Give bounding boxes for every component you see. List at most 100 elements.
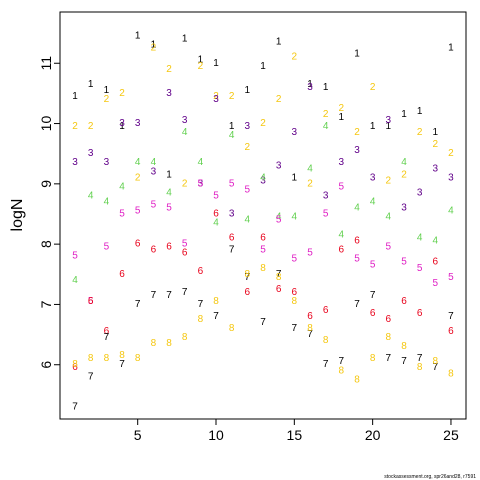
y-tick-label: 6 bbox=[38, 361, 54, 369]
data-point: 5 bbox=[370, 260, 376, 271]
data-point: 8 bbox=[72, 359, 78, 370]
data-point: 1 bbox=[229, 121, 235, 132]
data-point: 6 bbox=[307, 311, 313, 322]
data-point: 4 bbox=[448, 205, 454, 216]
data-point: 2 bbox=[401, 169, 407, 180]
data-point: 8 bbox=[166, 338, 172, 349]
data-point: 2 bbox=[104, 94, 110, 105]
data-point: 7 bbox=[166, 290, 172, 301]
data-point: 1 bbox=[166, 169, 172, 180]
data-point: 1 bbox=[307, 79, 313, 90]
data-point: 5 bbox=[448, 272, 454, 283]
data-point: 3 bbox=[448, 172, 454, 183]
y-axis: 6 7 8 9 10 11 bbox=[38, 56, 60, 369]
data-point: 4 bbox=[135, 157, 141, 168]
data-point: 4 bbox=[198, 157, 204, 168]
y-tick-label: 9 bbox=[38, 180, 54, 188]
data-point: 6 bbox=[72, 362, 78, 373]
data-point: 3 bbox=[119, 118, 125, 129]
data-point: 2 bbox=[448, 148, 454, 159]
data-point: 8 bbox=[104, 353, 110, 364]
data-point: 7 bbox=[72, 401, 78, 412]
data-point: 7 bbox=[245, 272, 251, 283]
data-point: 3 bbox=[182, 115, 188, 126]
data-point: 2 bbox=[354, 127, 360, 138]
data-point: 1 bbox=[88, 79, 94, 90]
x-tick-label: 10 bbox=[208, 427, 224, 443]
data-point: 2 bbox=[166, 64, 172, 75]
data-point: 4 bbox=[307, 163, 313, 174]
data-point: 1 bbox=[135, 31, 141, 42]
data-point: 3 bbox=[213, 94, 219, 105]
y-tick-label: 7 bbox=[38, 300, 54, 308]
data-point: 2 bbox=[135, 172, 141, 183]
data-point: 5 bbox=[88, 296, 94, 307]
data-point: 5 bbox=[401, 257, 407, 268]
data-point: 8 bbox=[88, 353, 94, 364]
data-point: 7 bbox=[119, 359, 125, 370]
data-point: 5 bbox=[213, 190, 219, 201]
data-point: 6 bbox=[448, 326, 454, 337]
data-point: 3 bbox=[417, 187, 423, 198]
data-point: 5 bbox=[72, 251, 78, 262]
data-point: 3 bbox=[401, 202, 407, 213]
data-point: 8 bbox=[401, 341, 407, 352]
data-point: 7 bbox=[292, 323, 298, 334]
data-point: 8 bbox=[213, 296, 219, 307]
data-point: 8 bbox=[151, 338, 157, 349]
data-point: 1 bbox=[198, 55, 204, 66]
data-point: 7 bbox=[433, 362, 439, 373]
data-point: 8 bbox=[386, 332, 392, 343]
data-point: 4 bbox=[229, 130, 235, 141]
data-point: 1 bbox=[119, 121, 125, 132]
data-point: 3 bbox=[166, 88, 172, 99]
data-point: 8 bbox=[339, 365, 345, 376]
data-point: 1 bbox=[417, 106, 423, 117]
data-point: 3 bbox=[433, 163, 439, 174]
data-point: 1 bbox=[292, 172, 298, 183]
data-point: 3 bbox=[276, 160, 282, 171]
data-point: 5 bbox=[135, 205, 141, 216]
data-point: 7 bbox=[182, 287, 188, 298]
data-point: 2 bbox=[182, 178, 188, 189]
data-point: 3 bbox=[151, 166, 157, 177]
data-point: 8 bbox=[198, 314, 204, 325]
data-point: 4 bbox=[245, 215, 251, 226]
data-point: 7 bbox=[307, 329, 313, 340]
data-point: 1 bbox=[354, 49, 360, 60]
data-point: 5 bbox=[307, 248, 313, 259]
data-point: 3 bbox=[260, 175, 266, 186]
data-point: 4 bbox=[370, 196, 376, 207]
data-point: 6 bbox=[417, 308, 423, 319]
data-point: 4 bbox=[213, 218, 219, 229]
data-point: 1 bbox=[433, 127, 439, 138]
data-point: 2 bbox=[339, 103, 345, 114]
data-point: 8 bbox=[307, 323, 313, 334]
data-point: 6 bbox=[135, 239, 141, 250]
data-point: 3 bbox=[135, 118, 141, 129]
data-point: 2 bbox=[119, 88, 125, 99]
data-point: 4 bbox=[119, 181, 125, 192]
data-point: 7 bbox=[229, 245, 235, 256]
data-point: 4 bbox=[260, 172, 266, 183]
data-point: 2 bbox=[433, 139, 439, 150]
x-tick-label: 25 bbox=[443, 427, 459, 443]
data-point: 6 bbox=[386, 314, 392, 325]
data-point: 1 bbox=[323, 82, 329, 93]
data-point: 2 bbox=[229, 91, 235, 102]
data-point: 5 bbox=[417, 263, 423, 274]
data-point: 4 bbox=[292, 212, 298, 223]
data-point: 8 bbox=[448, 368, 454, 379]
data-point: 2 bbox=[276, 94, 282, 105]
data-point: 8 bbox=[433, 356, 439, 367]
data-point: 1 bbox=[151, 40, 157, 51]
data-point: 3 bbox=[354, 145, 360, 156]
x-tick-label: 15 bbox=[287, 427, 303, 443]
data-point: 8 bbox=[276, 272, 282, 283]
data-point: 5 bbox=[339, 181, 345, 192]
data-point: 2 bbox=[245, 142, 251, 153]
data-point: 6 bbox=[88, 296, 94, 307]
